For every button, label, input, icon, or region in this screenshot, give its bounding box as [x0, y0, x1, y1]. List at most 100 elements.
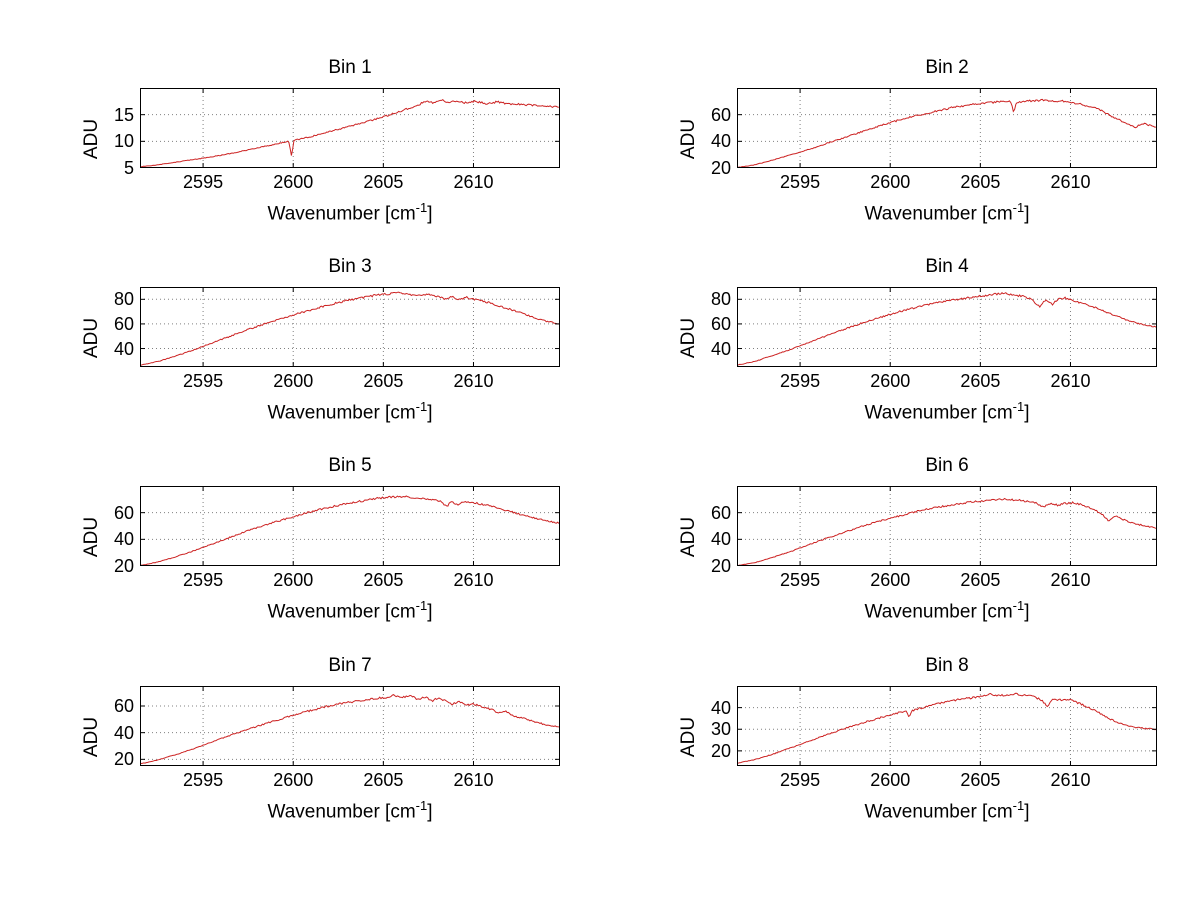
x-tick-labels: 2595 2600 2605 2610 [737, 570, 1157, 592]
plot-area [140, 287, 560, 367]
x-axis-label: Wavenumber [cm-1] [864, 598, 1030, 623]
x-tick-labels: 2595 2600 2605 2610 [140, 770, 560, 792]
x-tick-label: 2595 [183, 172, 224, 192]
subplot-bin-1: Bin 1 ADU 5 10 15 2595 2600 2605 2610 Wavenum… [81, 57, 560, 224]
plot-area [737, 686, 1157, 766]
x-axis-label: Wavenumber [cm-1] [267, 798, 433, 823]
plot-area [737, 88, 1157, 168]
x-tick-label: 2610 [453, 172, 494, 192]
y-tick-labels: 20 40 60 [687, 88, 731, 178]
subplot-title: Bin 6 [925, 455, 969, 476]
y-tick-label: 20 [710, 740, 731, 761]
x-tick-label: 2600 [870, 570, 911, 590]
y-tick-labels: 40 60 80 [687, 287, 731, 367]
plot-area [140, 686, 560, 766]
y-tick-label: 40 [113, 529, 134, 550]
x-tick-label: 2600 [273, 570, 314, 590]
x-tick-label: 2600 [273, 371, 314, 391]
x-tick-label: 2595 [780, 371, 821, 391]
y-tick-label: 40 [113, 338, 134, 359]
x-tick-label: 2595 [780, 770, 821, 790]
plot-area [737, 287, 1157, 367]
subplot-title: Bin 1 [328, 57, 372, 78]
x-tick-label: 2600 [870, 172, 911, 192]
x-tick-label: 2600 [870, 371, 911, 391]
x-tick-label: 2610 [453, 570, 494, 590]
subplot-title: Bin 5 [328, 455, 372, 476]
x-tick-labels: 2595 2600 2605 2610 [140, 371, 560, 393]
x-tick-label: 2600 [273, 770, 314, 790]
y-tick-label: 80 [113, 289, 134, 310]
y-tick-label: 40 [710, 131, 731, 152]
x-tick-label: 2605 [363, 570, 404, 590]
x-tick-label: 2595 [780, 172, 821, 192]
y-tick-labels: 20 40 60 [90, 486, 134, 576]
subplot-bin-4: Bin 4 ADU 40 60 80 2595 2600 2605 2610 Wavenu… [678, 256, 1157, 423]
x-tick-label: 2605 [960, 770, 1001, 790]
y-tick-label: 40 [710, 529, 731, 550]
x-tick-label: 2610 [453, 770, 494, 790]
x-tick-label: 2595 [183, 770, 224, 790]
subplot-title: Bin 7 [328, 655, 372, 676]
x-tick-label: 2610 [1050, 172, 1091, 192]
x-tick-labels: 2595 2600 2605 2610 [140, 570, 560, 592]
y-tick-labels: 20 40 60 [687, 486, 731, 576]
x-tick-label: 2605 [960, 570, 1001, 590]
y-tick-label: 40 [710, 697, 731, 718]
subplot-title: Bin 2 [925, 57, 969, 78]
y-tick-labels: 20 40 60 [90, 686, 134, 770]
x-tick-label: 2610 [453, 371, 494, 391]
x-tick-label: 2600 [870, 770, 911, 790]
y-tick-label: 20 [710, 158, 731, 178]
x-tick-labels: 2595 2600 2605 2610 [737, 770, 1157, 792]
x-tick-labels: 2595 2600 2605 2610 [140, 172, 560, 194]
y-tick-label: 10 [113, 131, 134, 152]
x-tick-label: 2605 [960, 172, 1001, 192]
x-axis-label: Wavenumber [cm-1] [864, 399, 1030, 424]
y-tick-label: 30 [710, 719, 731, 740]
subplot-title: Bin 3 [328, 256, 372, 277]
y-tick-label: 60 [113, 502, 134, 523]
x-tick-label: 2605 [363, 371, 404, 391]
y-tick-label: 60 [113, 313, 134, 334]
x-axis-label: Wavenumber [cm-1] [864, 798, 1030, 823]
x-tick-label: 2595 [780, 570, 821, 590]
y-tick-label: 5 [123, 158, 134, 178]
x-axis-label: Wavenumber [cm-1] [267, 399, 433, 424]
x-tick-label: 2605 [363, 770, 404, 790]
subplot-bin-2: Bin 2 ADU 20 40 60 2595 2600 2605 2610 Wavenu… [678, 57, 1157, 224]
y-tick-label: 60 [710, 104, 731, 125]
subplot-title: Bin 8 [925, 655, 969, 676]
y-tick-label: 60 [113, 696, 134, 716]
y-tick-label: 20 [113, 749, 134, 770]
y-tick-label: 60 [710, 502, 731, 523]
plot-area [737, 486, 1157, 566]
subplot-bin-8: Bin 8 ADU 20 30 40 2595 2600 2605 2610 Wavenu… [678, 655, 1157, 822]
y-tick-label: 40 [113, 722, 134, 743]
x-tick-label: 2595 [183, 570, 224, 590]
x-tick-label: 2610 [1050, 371, 1091, 391]
x-tick-label: 2610 [1050, 570, 1091, 590]
x-tick-label: 2605 [960, 371, 1001, 391]
subplot-bin-7: Bin 7 ADU 20 40 60 2595 2600 2605 2610 Wavenu… [81, 655, 560, 822]
x-tick-label: 2600 [273, 172, 314, 192]
y-tick-label: 20 [710, 556, 731, 576]
y-tick-label: 40 [710, 338, 731, 359]
x-tick-label: 2610 [1050, 770, 1091, 790]
y-tick-label: 80 [710, 289, 731, 310]
y-tick-label: 60 [710, 313, 731, 334]
y-tick-labels: 5 10 15 [90, 88, 134, 178]
y-tick-labels: 40 60 80 [90, 287, 134, 367]
x-tick-labels: 2595 2600 2605 2610 [737, 172, 1157, 194]
subplot-bin-3: Bin 3 ADU 40 60 80 2595 2600 2605 2610 Wavenu… [81, 256, 560, 423]
subplot-bin-5: Bin 5 ADU 20 40 60 2595 2600 2605 2610 Wavenu… [81, 455, 560, 622]
x-axis-label: Wavenumber [cm-1] [864, 200, 1030, 225]
x-tick-label: 2605 [363, 172, 404, 192]
x-tick-label: 2595 [183, 371, 224, 391]
y-tick-labels: 20 30 40 [687, 686, 731, 766]
plot-area [140, 486, 560, 566]
x-axis-label: Wavenumber [cm-1] [267, 598, 433, 623]
subplot-title: Bin 4 [925, 256, 969, 277]
y-tick-label: 20 [113, 556, 134, 576]
